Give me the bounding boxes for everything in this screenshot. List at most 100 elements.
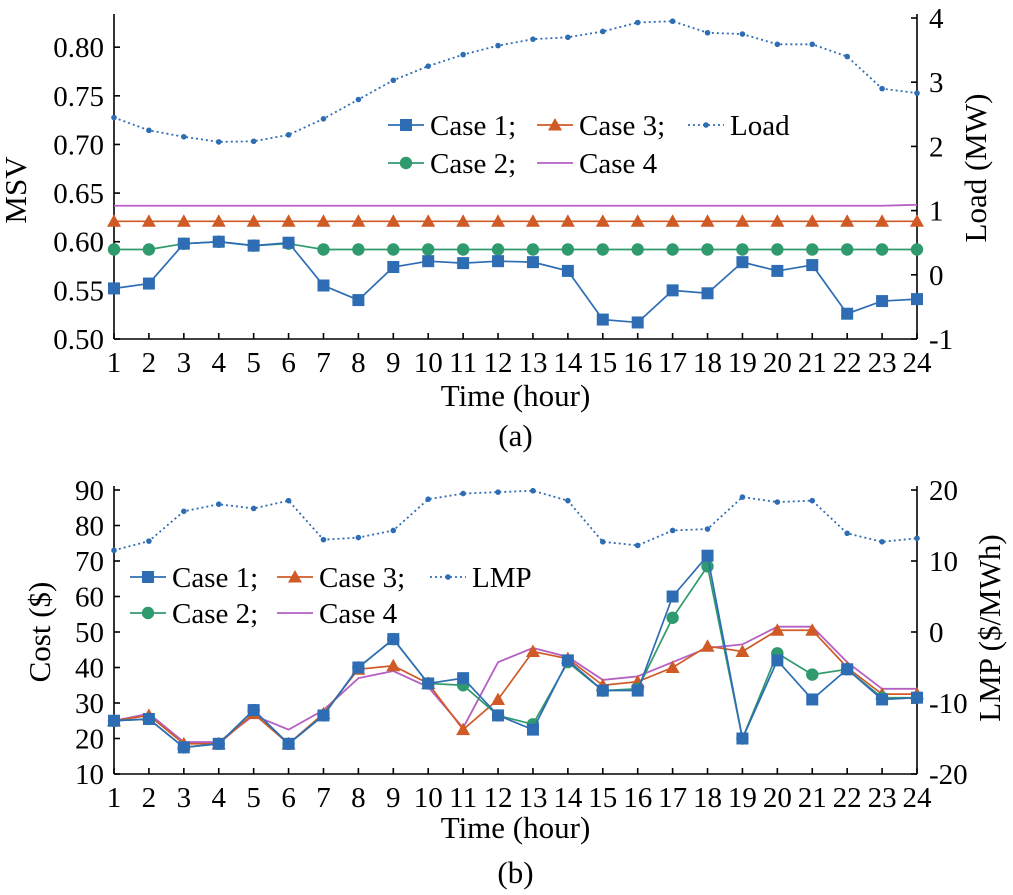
y2-tick-label: 4	[929, 3, 944, 35]
x-tick-label: 18	[693, 782, 722, 814]
y2-tick-label: 2	[929, 131, 944, 163]
data-point	[666, 611, 679, 624]
y2-tick-label: -20	[929, 759, 968, 791]
x-tick-label: 19	[728, 347, 757, 379]
data-point	[805, 623, 820, 636]
data-point	[875, 214, 890, 227]
x-tick-label: 22	[833, 347, 862, 379]
data-point	[212, 235, 225, 248]
data-point	[316, 214, 331, 227]
chart-panel-2: 1 2 3 4 5 6 7 8 9 10 11 12 13 14 15 16 17 18 19 20 21 22 23 241…	[22, 475, 1007, 890]
data-point	[422, 677, 435, 690]
data-point	[146, 127, 152, 134]
legend-marker	[548, 118, 562, 131]
y-tick-label: 0.70	[53, 129, 104, 161]
data-point	[491, 214, 506, 227]
data-point	[525, 214, 540, 227]
data-point	[631, 684, 644, 697]
data-point	[111, 547, 117, 554]
data-point	[320, 536, 327, 543]
data-point	[666, 284, 679, 297]
data-point	[285, 497, 292, 504]
x-tick-label: 12	[484, 347, 513, 379]
data-point	[108, 714, 120, 727]
x-tick-label: 2	[142, 347, 157, 379]
data-point	[841, 307, 854, 320]
series-case-4	[114, 203, 918, 207]
x-tick-label: 4	[211, 347, 226, 379]
legend-label: Case 1;	[430, 110, 516, 142]
data-point	[181, 133, 187, 140]
data-point	[107, 243, 121, 256]
data-point	[352, 243, 365, 256]
data-point	[634, 19, 641, 26]
x-tick-label: 9	[386, 782, 401, 814]
y-tick-label: 50	[75, 617, 104, 649]
data-point	[495, 489, 501, 495]
data-point	[142, 712, 155, 725]
legend-marker	[142, 571, 154, 583]
data-point	[630, 214, 645, 227]
y2-axis-title: LMP ($/MWh)	[972, 534, 1007, 721]
series-line	[114, 203, 918, 207]
data-point	[561, 654, 574, 667]
data-point	[560, 214, 575, 227]
data-point	[351, 214, 366, 227]
data-point	[387, 243, 400, 256]
data-point	[599, 28, 606, 35]
series-line	[113, 629, 917, 745]
data-point	[665, 214, 680, 227]
panel-caption: (b)	[497, 855, 533, 890]
series-line	[113, 489, 918, 552]
series-case-4	[113, 625, 917, 743]
data-point	[914, 90, 920, 96]
data-point	[669, 18, 676, 25]
data-point	[456, 243, 470, 256]
y-tick-label: 10	[75, 759, 104, 791]
y-tick-label: 0.80	[53, 32, 104, 64]
x-tick-label: 4	[211, 782, 226, 814]
data-point	[181, 508, 187, 515]
y2-tick-label: 1	[929, 196, 944, 228]
data-point	[211, 214, 226, 227]
data-point	[809, 497, 816, 504]
y-tick-label: 90	[75, 475, 104, 507]
legend-marker	[399, 156, 413, 170]
legend-marker	[703, 122, 709, 128]
data-point	[386, 658, 401, 672]
data-point	[844, 530, 850, 537]
data-point	[386, 214, 401, 227]
data-point	[107, 214, 121, 227]
data-point	[596, 313, 609, 326]
data-point	[177, 741, 190, 754]
x-tick-label: 13	[518, 782, 547, 814]
x-tick-label: 21	[798, 782, 827, 814]
data-point	[247, 704, 260, 717]
data-point	[774, 499, 781, 505]
legend-label: Case 1;	[172, 562, 258, 594]
data-point	[460, 51, 466, 58]
data-point	[806, 243, 819, 256]
data-point	[876, 295, 889, 308]
y-tick-label: 0.75	[53, 81, 104, 113]
data-point	[879, 539, 885, 545]
legend-label: Case 3;	[319, 562, 405, 594]
data-point	[355, 96, 362, 103]
y2-tick-label: 20	[929, 475, 958, 507]
data-point	[911, 293, 923, 306]
data-point	[142, 277, 155, 290]
data-point	[387, 633, 400, 646]
data-point	[526, 243, 540, 256]
data-point	[809, 41, 816, 48]
data-point	[390, 527, 397, 534]
x-tick-label: 18	[693, 347, 722, 379]
data-point	[456, 214, 471, 227]
x-tick-label: 10	[414, 347, 443, 379]
x-tick-label: 15	[588, 347, 617, 379]
data-point	[212, 737, 225, 750]
data-point	[495, 42, 501, 49]
y-tick-label: 0.55	[53, 275, 104, 307]
panel-caption: (a)	[498, 418, 532, 453]
data-point	[460, 490, 466, 497]
x-tick-label: 3	[177, 347, 192, 379]
